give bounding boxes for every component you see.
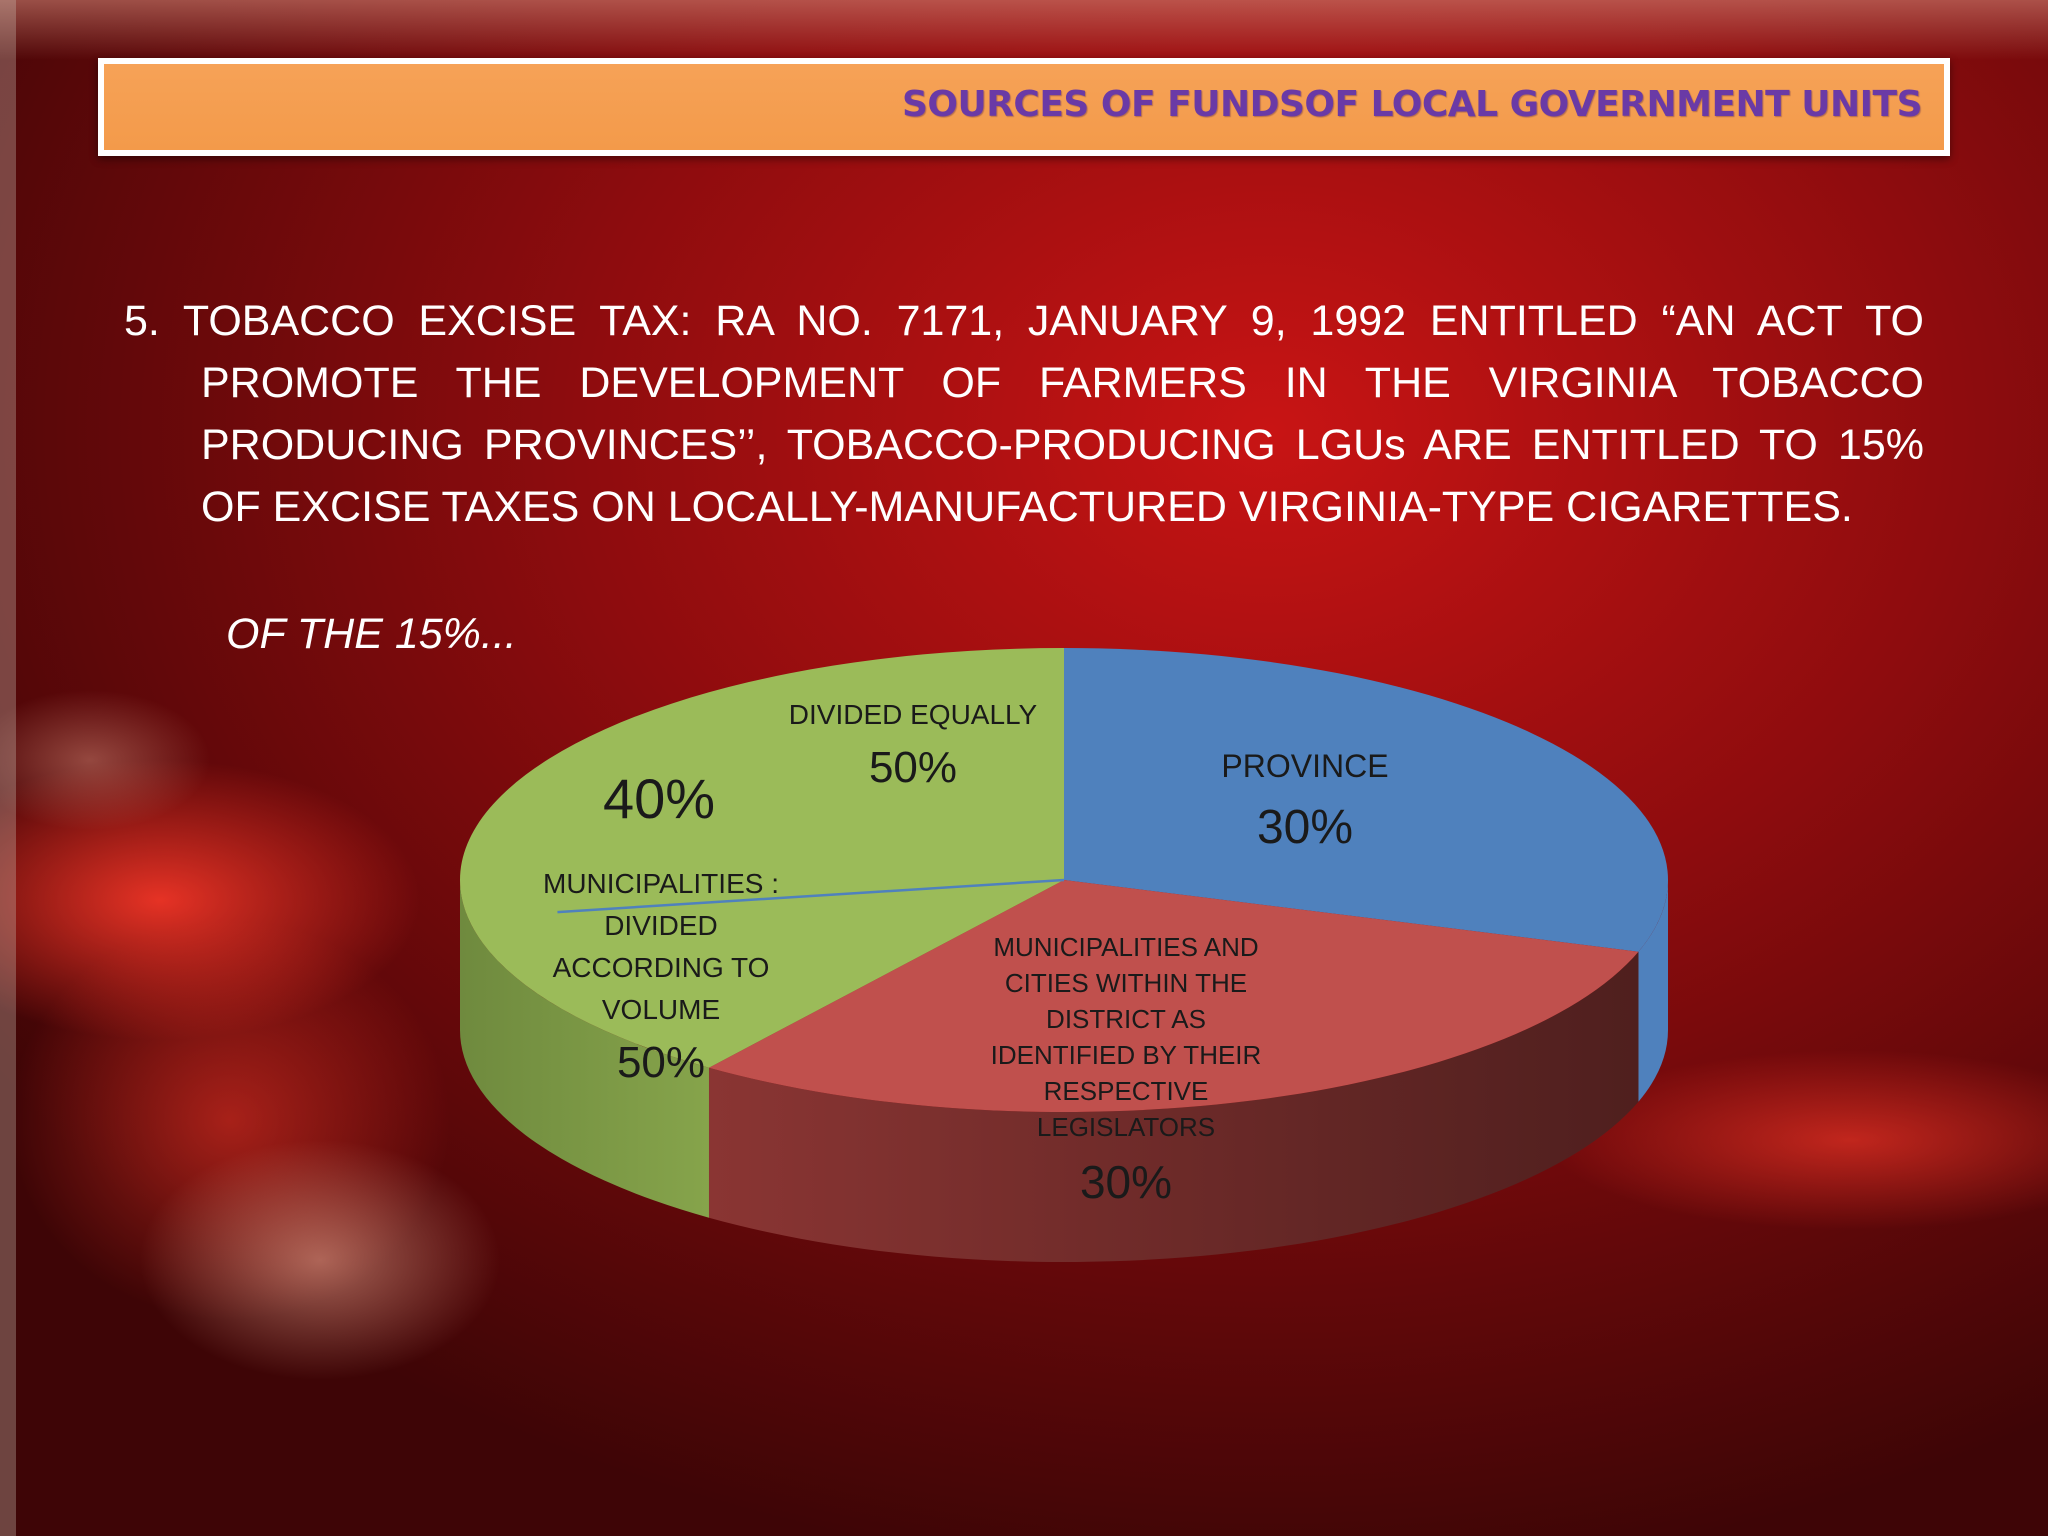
volume-label-line-1: MUNICIPALITIES : <box>543 868 779 899</box>
districts-label-line-2: CITIES WITHIN THE <box>1005 968 1247 998</box>
pie-slice-municipalities <box>460 648 1064 1068</box>
pie-slice-districts <box>708 880 1639 1112</box>
sub-division-line <box>557 878 1065 914</box>
slide-title: SOURCES OF FUNDSOF LOCAL GOVERNMENT UNIT… <box>901 84 1923 125</box>
pie-slice-province <box>1064 648 1668 952</box>
title-bar: SOURCES OF FUNDSOF LOCAL GOVERNMENT UNIT… <box>98 58 1950 156</box>
volume-label-line-2: DIVIDED <box>604 910 718 941</box>
subheading: OF THE 15%... <box>226 610 517 658</box>
province-label: PROVINCE <box>1221 748 1388 784</box>
volume-percent: 50% <box>617 1038 705 1087</box>
districts-label-line-3: DISTRICT AS <box>1046 1004 1206 1034</box>
divided-equally-percent: 50% <box>869 743 957 792</box>
districts-label-line-1: MUNICIPALITIES AND <box>993 932 1258 962</box>
pie-slice-municipalities-side <box>460 880 709 1218</box>
pie-slice-districts-side <box>708 951 1639 1262</box>
volume-label-line-3: ACCORDING TO <box>553 952 770 983</box>
districts-percent: 30% <box>1080 1156 1172 1208</box>
districts-label-line-4: IDENTIFIED BY THEIR <box>991 1040 1262 1070</box>
volume-label-line-4: VOLUME <box>602 994 720 1025</box>
pie-slice-province-side <box>1638 880 1668 1102</box>
body-paragraph: 5. TOBACCO EXCISE TAX: RA NO. 7171, JANU… <box>124 297 1924 531</box>
districts-label-line-5: RESPECTIVE <box>1044 1076 1209 1106</box>
province-percent: 30% <box>1257 801 1353 854</box>
municipalities-percent: 40% <box>603 767 715 830</box>
districts-label-line-6: LEGISLATORS <box>1037 1112 1215 1142</box>
divided-equally-label: DIVIDED EQUALLY <box>789 699 1038 730</box>
